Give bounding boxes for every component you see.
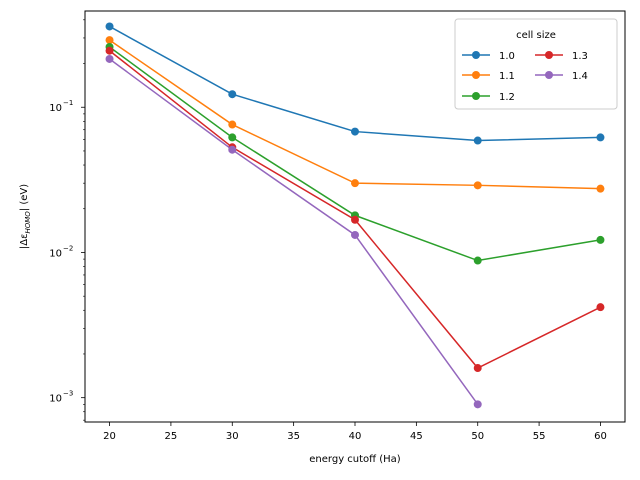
legend-marker: [472, 71, 480, 79]
svg-text:|ΔεHOMO| (eV): |ΔεHOMO| (eV): [19, 184, 32, 249]
data-point: [473, 136, 482, 145]
y-axis-label-subscript: HOMO: [24, 211, 32, 234]
data-point: [105, 46, 114, 55]
series-1.4: [105, 54, 482, 409]
data-point: [105, 22, 114, 31]
data-point: [596, 184, 605, 193]
x-tick-label: 50: [471, 431, 484, 442]
data-point: [228, 90, 237, 99]
legend: cell size 1.0 1.1 1.2 1.3 1.4: [454, 18, 618, 110]
series-1.1: [105, 36, 605, 193]
legend-item-1.4: 1.4: [535, 71, 588, 82]
legend-label: 1.1: [499, 71, 515, 82]
x-tick-label: 40: [349, 431, 362, 442]
x-tick-label: 30: [226, 431, 239, 442]
legend-item-1.1: 1.1: [462, 71, 515, 82]
data-point: [228, 120, 237, 129]
legend-title: cell size: [516, 30, 556, 41]
data-point: [351, 215, 359, 224]
series-line: [109, 58, 479, 405]
x-tick-label: 55: [533, 431, 546, 442]
data-point: [351, 179, 359, 188]
y-tick-label: 10: [49, 394, 62, 405]
x-tick-label: 45: [410, 431, 423, 442]
x-tick-label: 60: [594, 431, 607, 442]
data-point: [105, 54, 114, 63]
data-point: [596, 303, 605, 312]
legend-item-1.2: 1.2: [462, 92, 515, 103]
y-tick-label: 10: [49, 103, 62, 114]
legend-frame: [454, 18, 618, 110]
legend-item-1.0: 1.0: [462, 51, 515, 62]
data-point: [473, 256, 482, 265]
legend-marker: [472, 92, 480, 100]
y-tick-exponent: −3: [63, 390, 73, 398]
data-point: [351, 127, 359, 136]
x-tick-label: 25: [165, 431, 178, 442]
legend-entries: 1.0 1.1 1.2 1.3 1.4: [462, 51, 588, 103]
data-point: [473, 400, 482, 409]
data-point: [228, 133, 237, 142]
y-tick-exponent: −1: [63, 99, 73, 107]
legend-label: 1.4: [572, 71, 588, 82]
legend-item-1.3: 1.3: [535, 51, 588, 62]
y-tick-label: 10: [49, 248, 62, 259]
y-tick-exponent: −2: [63, 244, 73, 252]
legend-label: 1.2: [499, 92, 515, 103]
data-point: [351, 230, 359, 239]
data-point: [596, 235, 605, 244]
legend-marker: [545, 51, 553, 59]
data-point: [473, 181, 482, 190]
legend-label: 1.3: [572, 51, 588, 62]
series-layer: [105, 22, 605, 409]
x-tick-label: 20: [103, 431, 116, 442]
data-point: [473, 364, 482, 373]
y-axis-label-main: |Δε: [19, 234, 30, 250]
data-point: [228, 145, 237, 154]
y-axis-label: |ΔεHOMO| (eV): [19, 184, 32, 249]
legend-label: 1.0: [499, 51, 515, 62]
x-axis-label: energy cutoff (Ha): [309, 454, 401, 465]
series-1.0: [105, 22, 605, 145]
y-axis-label-tail: | (eV): [19, 184, 30, 211]
legend-marker: [545, 71, 553, 79]
data-point: [596, 133, 605, 142]
series-1.2: [105, 42, 605, 265]
legend-marker: [472, 51, 480, 59]
data-point: [105, 36, 114, 45]
x-tick-label: 35: [287, 431, 300, 442]
